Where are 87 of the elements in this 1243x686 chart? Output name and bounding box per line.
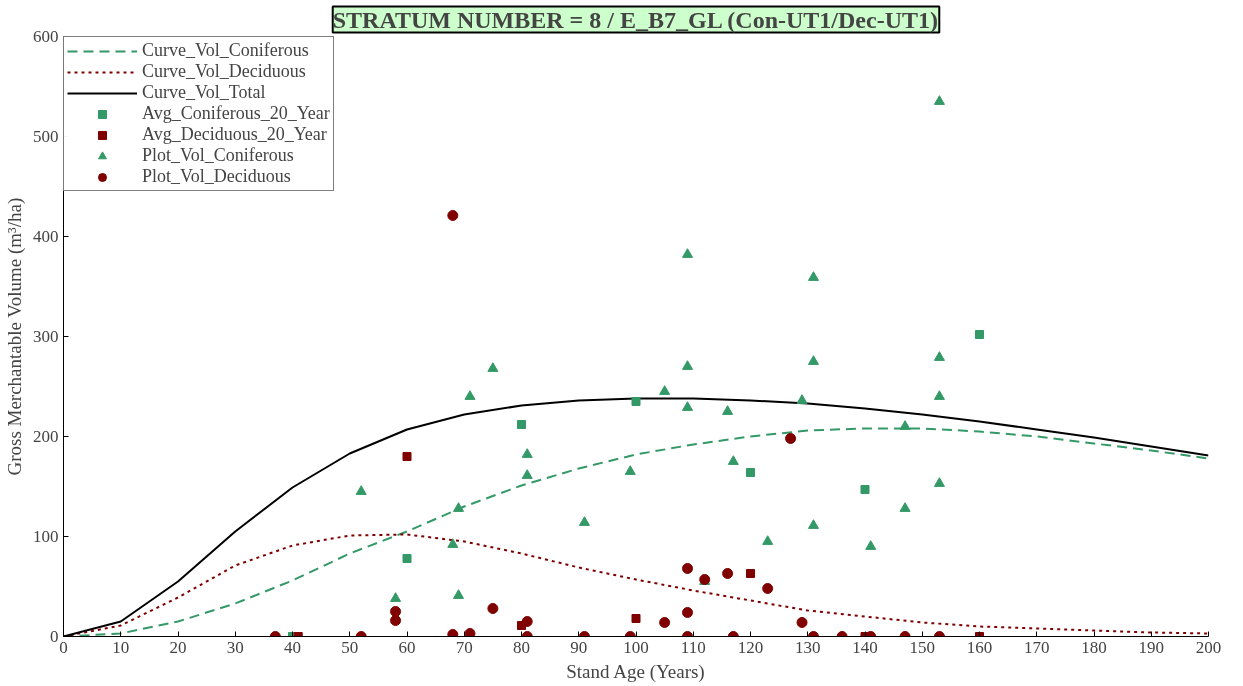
x-tick-label: 60 xyxy=(398,637,416,657)
legend-label: Curve_Vol_Total xyxy=(142,82,266,103)
point xyxy=(487,603,499,614)
point xyxy=(746,468,755,477)
y-axis-title: Gross Merchantable Volume (m³/ha) xyxy=(4,197,26,476)
point xyxy=(402,554,412,563)
point xyxy=(402,452,412,461)
x-tick-label: 20 xyxy=(169,637,187,657)
x-tick-label: 90 xyxy=(570,637,588,657)
y-tick-label: 400 xyxy=(33,227,59,246)
point xyxy=(807,519,819,529)
point xyxy=(727,455,739,465)
point xyxy=(796,617,808,628)
x-tick-label: 200 xyxy=(1195,637,1222,657)
point xyxy=(453,589,465,599)
point xyxy=(785,433,797,444)
x-axis-title: Stand Age (Years) xyxy=(566,660,705,683)
point xyxy=(899,420,911,430)
x-tick-label: 140 xyxy=(852,637,878,657)
point xyxy=(487,362,499,372)
legend-label: Curve_Vol_Coniferous xyxy=(142,40,309,61)
point xyxy=(722,405,734,415)
point xyxy=(447,538,459,548)
point xyxy=(631,397,641,406)
legend-label: Curve_Vol_Deciduous xyxy=(142,61,306,82)
y-tick-label: 500 xyxy=(33,127,59,146)
point xyxy=(355,485,367,495)
point xyxy=(521,469,533,479)
point xyxy=(682,607,694,618)
point xyxy=(682,360,694,370)
point xyxy=(860,485,870,494)
x-tick-label: 180 xyxy=(1081,637,1107,657)
x-tick-label: 70 xyxy=(455,637,473,657)
point xyxy=(521,616,533,627)
point xyxy=(933,351,945,361)
x-tick-label: 120 xyxy=(737,637,764,657)
point xyxy=(578,516,590,526)
point xyxy=(447,210,459,221)
point xyxy=(453,502,465,512)
point xyxy=(807,271,819,281)
point xyxy=(390,615,402,626)
point xyxy=(464,628,476,637)
y-tick-label: 600 xyxy=(33,27,59,46)
x-tick-label: 170 xyxy=(1024,637,1050,657)
x-tick-label: 190 xyxy=(1138,637,1164,657)
point xyxy=(762,583,774,594)
x-tick-label: 130 xyxy=(795,637,821,657)
point xyxy=(682,401,694,411)
point xyxy=(865,540,877,550)
point xyxy=(796,394,808,404)
point xyxy=(933,477,945,487)
point xyxy=(517,420,526,429)
x-tick-label: 80 xyxy=(513,637,530,657)
legend-label: Avg_Coniferous_20_Year xyxy=(142,103,330,124)
x-tick-label: 10 xyxy=(112,637,130,657)
point xyxy=(631,614,641,623)
point xyxy=(390,606,402,617)
point xyxy=(807,355,819,365)
x-tick-label: 150 xyxy=(909,637,935,657)
point xyxy=(762,535,774,545)
y-tick-label: 300 xyxy=(33,327,59,346)
legend-label: Avg_Deciduous_20_Year xyxy=(142,124,327,145)
x-tick-label: 160 xyxy=(966,637,993,657)
point xyxy=(521,448,533,458)
x-tick-label: 110 xyxy=(680,637,706,657)
point xyxy=(933,95,945,105)
x-tick-label: 30 xyxy=(226,637,244,657)
point xyxy=(899,502,911,512)
x-tick-label: 40 xyxy=(284,637,301,657)
y-tick-label: 100 xyxy=(33,527,59,546)
point xyxy=(975,330,984,339)
point xyxy=(659,385,671,395)
point xyxy=(624,465,636,475)
point xyxy=(746,569,755,578)
legend-label: Plot_Vol_Deciduous xyxy=(142,166,291,187)
point xyxy=(390,592,402,602)
point xyxy=(933,390,945,400)
point xyxy=(682,248,694,258)
point xyxy=(722,568,734,579)
point xyxy=(659,617,671,628)
y-tick-label: 200 xyxy=(33,427,59,446)
point xyxy=(464,390,476,400)
legend-label: Plot_Vol_Coniferous xyxy=(142,145,294,166)
point xyxy=(682,563,694,574)
chart-title: STRATUM NUMBER = 8 / E_B7_GL (Con-UT1/Dec-UT1) xyxy=(332,6,938,33)
x-tick-label: 50 xyxy=(341,637,359,657)
x-tick-label: 100 xyxy=(623,637,649,657)
